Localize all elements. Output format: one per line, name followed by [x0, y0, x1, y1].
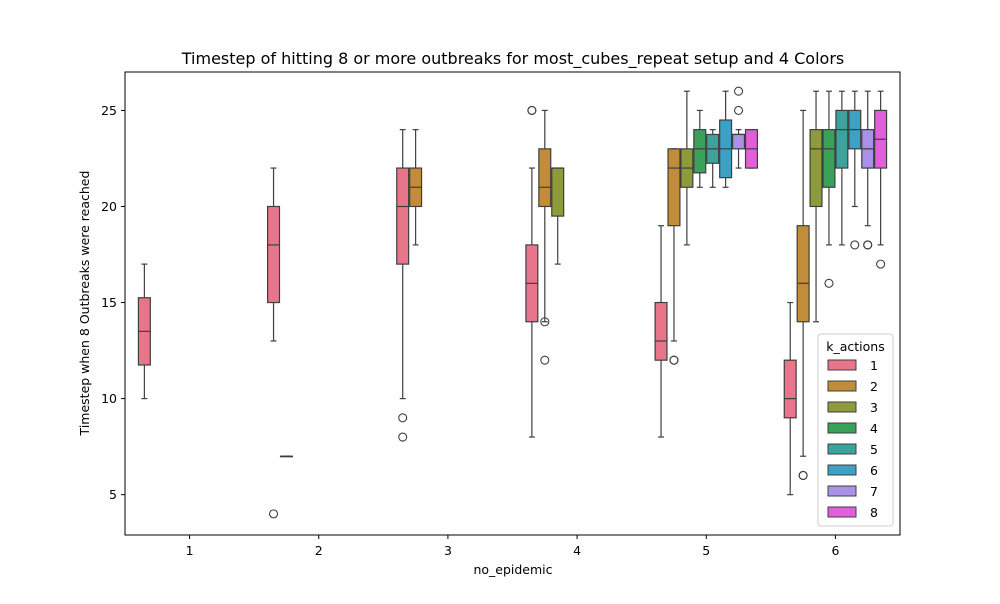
- legend-label-8: 8: [870, 505, 878, 520]
- box-body: [267, 205, 281, 304]
- box-group-3-k1: [396, 129, 410, 442]
- box-body: [667, 148, 681, 227]
- legend-swatch-8: [827, 506, 857, 518]
- outlier-point: [540, 317, 550, 327]
- box-group-5-k3: [680, 90, 694, 246]
- y-tick-label: 5: [109, 487, 117, 502]
- box-body: [783, 359, 797, 419]
- legend-swatch-2: [827, 380, 857, 392]
- legend-title: k_actions: [826, 339, 884, 354]
- outlier-point: [398, 432, 408, 442]
- chart-title: Timestep of hitting 8 or more outbreaks …: [181, 49, 844, 69]
- legend-label-7: 7: [870, 484, 878, 499]
- outlier-point: [669, 355, 679, 365]
- x-tick-label: 5: [702, 543, 710, 558]
- x-tick-label: 2: [315, 543, 323, 558]
- y-tick-label: 25: [101, 103, 117, 118]
- box-group-6-k1: [783, 301, 797, 496]
- outlier-point: [268, 509, 279, 519]
- legend-label-1: 1: [870, 358, 878, 373]
- legend-label-5: 5: [870, 442, 878, 457]
- outlier-point: [540, 355, 550, 365]
- y-tick-label: 20: [101, 199, 117, 214]
- legend-label-6: 6: [870, 463, 878, 478]
- y-axis-label: Timestep when 8 Outbreaks were reached: [77, 171, 92, 437]
- x-tick-label: 3: [444, 543, 452, 558]
- x-tick-label: 4: [573, 543, 581, 558]
- box-group-2-k1: [267, 167, 281, 519]
- box-body: [835, 109, 849, 169]
- box-group-6-k3: [809, 90, 823, 323]
- x-axis-label: no_epidemic: [473, 562, 552, 577]
- box-body: [809, 129, 823, 208]
- box-group-6-k8: [874, 90, 888, 269]
- x-tick-label: 1: [186, 543, 194, 558]
- legend-label-4: 4: [870, 421, 878, 436]
- legend-swatch-4: [827, 422, 857, 434]
- legend-swatch-3: [827, 401, 857, 413]
- legend-swatch-6: [827, 464, 857, 476]
- box-body: [551, 167, 565, 217]
- box-body: [538, 148, 552, 208]
- box-group-5-k7: [731, 86, 746, 169]
- box-group-4-k1: [525, 105, 539, 438]
- outlier-point: [824, 278, 834, 288]
- outlier-point: [798, 470, 808, 480]
- x-tick-label: 6: [831, 543, 839, 558]
- box-group-6-k7: [861, 90, 875, 250]
- legend-swatch-7: [827, 485, 857, 497]
- box-body: [396, 167, 410, 265]
- box-body: [693, 129, 707, 174]
- outlier-point: [850, 240, 860, 250]
- box-group-4-k2: [538, 109, 552, 365]
- box-group-6-k2: [796, 109, 810, 480]
- box-group-5-k5: [706, 129, 720, 188]
- box-group-6-k5: [835, 90, 849, 246]
- outlier-point: [527, 105, 537, 115]
- box-group-5-k4: [693, 109, 707, 188]
- box-group-5-k8: [744, 129, 758, 169]
- outlier-point: [863, 240, 873, 250]
- box-group-2-k2: [279, 455, 293, 458]
- box-group-5-k2: [667, 148, 681, 365]
- outlier-point: [733, 86, 744, 96]
- box-body: [822, 129, 836, 188]
- outlier-point: [398, 413, 408, 423]
- box-group-5-k6: [719, 90, 733, 188]
- legend-swatch-1: [827, 359, 857, 371]
- outlier-point: [876, 259, 886, 269]
- axes-frame: [124, 71, 901, 536]
- box-group-6-k6: [848, 90, 862, 250]
- box-body: [731, 133, 746, 150]
- legend-swatch-5: [827, 443, 857, 455]
- y-tick-label: 10: [101, 391, 117, 406]
- box-group-4-k3: [551, 167, 565, 265]
- legend: k_actions 1 2 3 4 5 6 7 8: [817, 333, 894, 527]
- box-body: [796, 225, 810, 323]
- legend-label-3: 3: [870, 400, 878, 415]
- box-group-1-k1: [137, 263, 151, 400]
- legend-label-2: 2: [870, 379, 878, 394]
- box-body: [654, 301, 668, 361]
- y-tick-label: 15: [101, 295, 117, 310]
- box-group-5-k1: [654, 225, 668, 438]
- box-group-6-k4: [822, 90, 836, 288]
- outlier-point: [733, 105, 744, 115]
- box-group-3-k2: [409, 129, 423, 246]
